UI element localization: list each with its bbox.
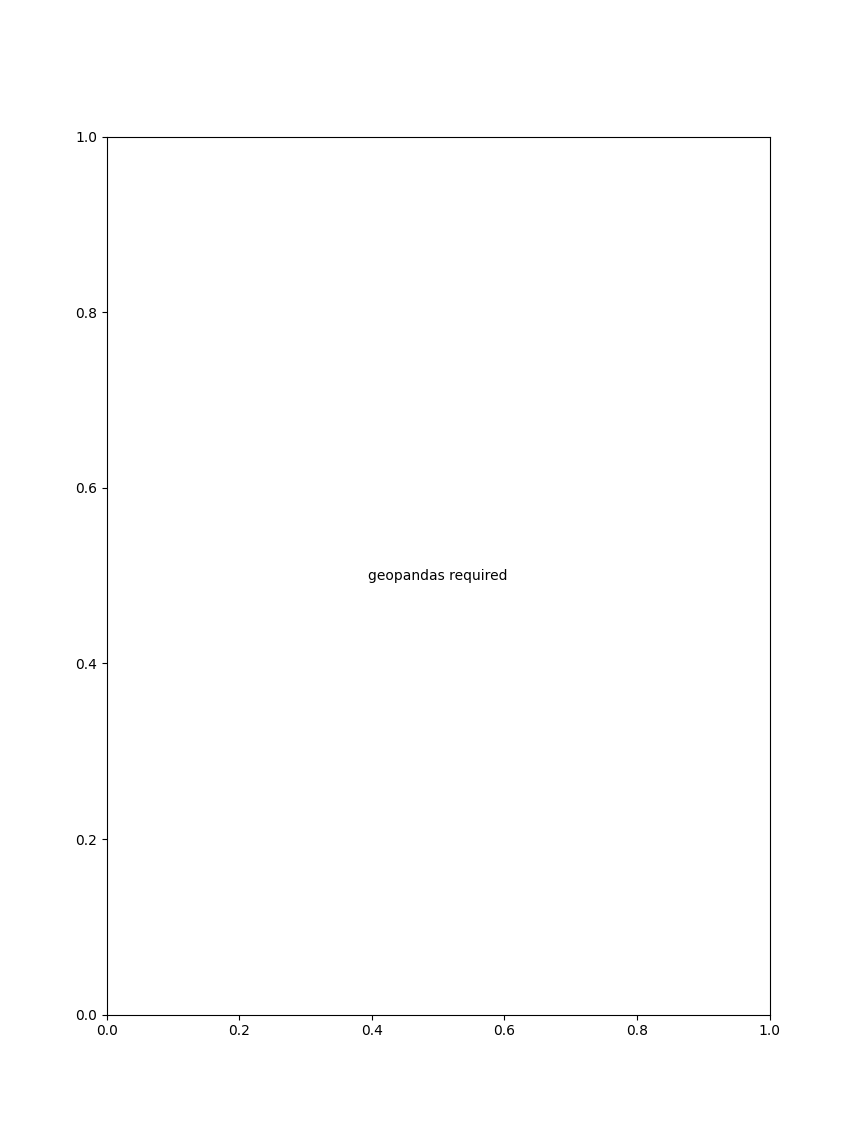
Text: geopandas required: geopandas required bbox=[369, 569, 508, 583]
